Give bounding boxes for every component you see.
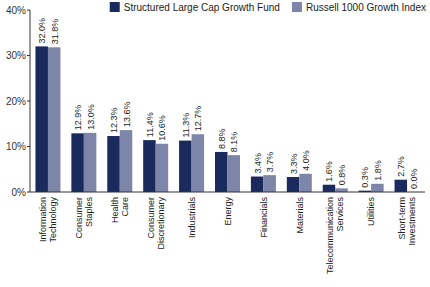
- data-label: 8.1%: [229, 132, 239, 153]
- label-line: Industrials: [187, 197, 197, 239]
- x-tick-label: TelecommunicationServices: [325, 197, 345, 275]
- data-label: 12.3%: [109, 108, 119, 134]
- data-label: 12.7%: [193, 106, 203, 132]
- legend-item: Russell 1000 Growth Index: [292, 2, 426, 13]
- bar: [84, 133, 97, 192]
- data-label: 13.6%: [122, 102, 132, 128]
- data-label: 31.8%: [50, 19, 60, 45]
- bar: [35, 46, 48, 192]
- legend-item: Structured Large Cap Growth Fund: [110, 2, 280, 13]
- x-tick-label: Energy: [223, 197, 233, 226]
- x-tick-label: Utilities: [366, 197, 376, 227]
- y-tick-label: 10%: [6, 141, 26, 152]
- data-labels: 32.0% 12.9% 12.3% 11.4% 11.3% 8.8% 3.4% 3.3% 1.6…: [37, 18, 419, 189]
- label-line: Energy: [223, 197, 233, 226]
- y-tick-label: 20%: [6, 96, 26, 107]
- bar: [107, 136, 120, 192]
- bar: [143, 140, 156, 192]
- data-label: 3.4%: [253, 153, 263, 174]
- label-line: Investments: [407, 197, 417, 246]
- label-line: Care: [120, 197, 130, 217]
- data-label: 10.6%: [157, 115, 167, 141]
- y-tick-label: 30%: [6, 50, 26, 61]
- label-line: Materials: [295, 197, 305, 234]
- x-tick-label: Financials: [259, 197, 269, 238]
- legend-swatch: [292, 2, 302, 12]
- label-line: Telecommunication: [325, 197, 335, 274]
- x-tick-label: Materials: [295, 197, 305, 234]
- bar: [263, 175, 276, 192]
- data-label: 3.3%: [289, 153, 299, 174]
- data-label: 1.8%: [373, 160, 383, 181]
- chart: 0% 10% 20% 30% 40% 32.0% 12.9% 12.3% 11.4% 11.3% 8…: [0, 0, 430, 287]
- y-tick-label: 40%: [6, 5, 26, 16]
- label-line: Short-term: [397, 197, 407, 240]
- data-label: 1.6%: [324, 161, 334, 182]
- bar: [287, 177, 300, 192]
- bars: [35, 46, 407, 192]
- data-label: 0.0%: [409, 168, 419, 189]
- data-label: 4.0%: [301, 150, 311, 171]
- label-line: Information: [38, 197, 48, 242]
- label-line: Consumer: [74, 197, 84, 239]
- legend: Structured Large Cap Growth Fund Russell …: [110, 2, 426, 13]
- data-label: 3.7%: [265, 152, 275, 173]
- legend-swatch: [110, 2, 120, 12]
- label-line: Financials: [259, 197, 269, 238]
- data-label: 0.8%: [337, 165, 347, 186]
- label-line: Discretionary: [156, 197, 166, 250]
- legend-label: Russell 1000 Growth Index: [306, 2, 426, 13]
- y-axis: [30, 10, 31, 192]
- x-tick-label: HealthCare: [110, 197, 130, 223]
- data-label: 2.7%: [396, 156, 406, 177]
- bar: [228, 155, 241, 192]
- bar: [251, 177, 264, 192]
- bar: [323, 185, 336, 192]
- label-line: Utilities: [366, 197, 376, 227]
- label-line: Technology: [48, 197, 58, 243]
- label-line: Health: [110, 197, 120, 223]
- data-label: 32.0%: [37, 18, 47, 44]
- bar: [156, 144, 169, 192]
- bar: [395, 180, 408, 192]
- x-tick-label: ConsumerStaples: [74, 197, 94, 239]
- x-axis: [30, 192, 425, 193]
- bar: [71, 133, 84, 192]
- label-line: Consumer: [146, 197, 156, 239]
- bar: [48, 47, 61, 192]
- bar: [192, 134, 205, 192]
- y-tick-label: 0%: [12, 187, 27, 198]
- data-label: 11.4%: [145, 112, 155, 137]
- data-label: 8.8%: [217, 128, 227, 149]
- x-tick-label: InformationTechnology: [38, 197, 58, 243]
- bar: [371, 184, 384, 192]
- x-tick-label: Short-termInvestments: [397, 197, 417, 246]
- data-label: 12.9%: [73, 105, 83, 131]
- x-tick-label: ConsumerDiscretionary: [146, 197, 166, 250]
- bar: [215, 152, 228, 192]
- data-label: 11.3%: [181, 113, 191, 138]
- label-line: Services: [335, 197, 345, 232]
- label-line: Staples: [84, 197, 94, 228]
- data-label: 13.0%: [86, 104, 96, 130]
- bar: [179, 141, 192, 192]
- bar: [120, 130, 133, 192]
- x-tick-label: Industrials: [187, 197, 197, 239]
- legend-label: Structured Large Cap Growth Fund: [124, 2, 280, 13]
- data-label: 0.3%: [360, 167, 370, 188]
- bar: [299, 174, 312, 192]
- bar: [335, 188, 348, 192]
